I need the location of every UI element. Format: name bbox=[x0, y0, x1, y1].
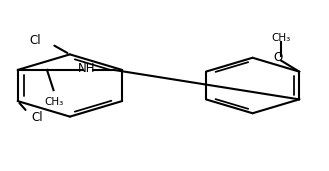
Text: NH: NH bbox=[77, 62, 95, 75]
Text: CH₃: CH₃ bbox=[44, 97, 63, 107]
Text: Cl: Cl bbox=[30, 34, 41, 47]
Text: O: O bbox=[273, 51, 283, 64]
Text: CH₃: CH₃ bbox=[272, 33, 291, 43]
Text: Cl: Cl bbox=[31, 111, 43, 124]
